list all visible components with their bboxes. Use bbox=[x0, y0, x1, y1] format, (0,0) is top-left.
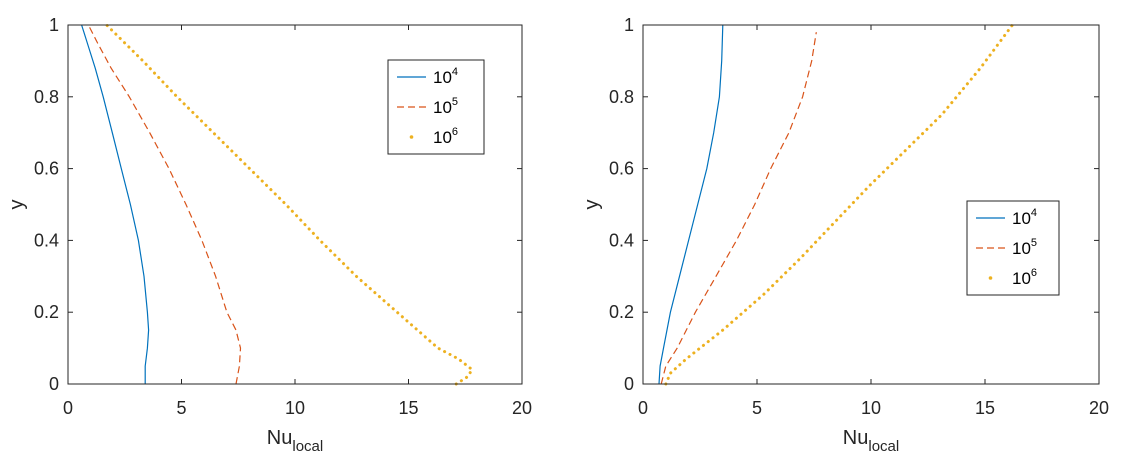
x-tick-label: 5 bbox=[176, 398, 186, 418]
legend-entry-exponent: 5 bbox=[452, 96, 458, 108]
legend-entry-label: 105 bbox=[433, 96, 458, 117]
y-tick-label: 0.4 bbox=[34, 230, 59, 250]
legend-entry-base: 10 bbox=[433, 128, 452, 147]
x-axis-label-main: Nu bbox=[843, 427, 869, 449]
series-line-105 bbox=[87, 24, 242, 385]
legend-entry-label: 106 bbox=[433, 126, 458, 147]
x-tick-label: 10 bbox=[285, 398, 305, 418]
y-axis-label: y bbox=[6, 200, 28, 210]
x-tick-label: 15 bbox=[398, 398, 418, 418]
y-tick-label: 0.6 bbox=[609, 159, 634, 179]
legend-entry-base: 10 bbox=[433, 68, 452, 87]
x-axis-label: Nulocal bbox=[843, 427, 899, 455]
y-tick-label: 1 bbox=[49, 15, 59, 35]
legend-entry-label: 104 bbox=[433, 66, 458, 87]
y-tick-label: 0 bbox=[49, 374, 59, 394]
y-tick-label: 0.2 bbox=[34, 302, 59, 322]
y-tick-label: 0.8 bbox=[609, 87, 634, 107]
legend-marker bbox=[988, 276, 993, 280]
x-tick-label: 20 bbox=[1089, 398, 1109, 418]
series-line-106 bbox=[105, 23, 475, 386]
legend-entry-exponent: 5 bbox=[1031, 237, 1037, 249]
legend-entry-base: 10 bbox=[1012, 269, 1031, 288]
legend-entry-exponent: 4 bbox=[452, 66, 458, 78]
legend-entry-label: 105 bbox=[1012, 237, 1037, 258]
y-tick-label: 0.4 bbox=[609, 230, 634, 250]
x-tick-label: 10 bbox=[861, 398, 881, 418]
x-tick-label: 15 bbox=[975, 398, 995, 418]
x-axis-label: Nulocal bbox=[267, 427, 323, 455]
y-tick-label: 0.2 bbox=[609, 302, 634, 322]
series-line-104 bbox=[81, 24, 150, 384]
x-axis-label-subscript: local bbox=[868, 438, 899, 455]
legend-entry-label: 106 bbox=[1012, 267, 1037, 288]
series-line-106 bbox=[664, 23, 1014, 386]
legend-entry-exponent: 6 bbox=[1031, 267, 1037, 279]
legend-entry-base: 10 bbox=[1012, 239, 1031, 258]
x-tick-label: 0 bbox=[638, 398, 648, 418]
y-tick-label: 0 bbox=[624, 374, 634, 394]
x-tick-label: 5 bbox=[752, 398, 762, 418]
x-axis-label-main: Nu bbox=[267, 427, 293, 449]
series-line-104 bbox=[658, 24, 724, 385]
y-tick-label: 0.6 bbox=[34, 159, 59, 179]
x-axis-label-subscript: local bbox=[292, 438, 323, 455]
y-tick-label: 1 bbox=[624, 15, 634, 35]
legend-entry-exponent: 6 bbox=[452, 126, 458, 138]
x-tick-label: 0 bbox=[63, 398, 73, 418]
series-line-105 bbox=[660, 32, 817, 385]
x-tick-label: 20 bbox=[512, 398, 532, 418]
y-axis-label: y bbox=[581, 200, 603, 210]
legend-marker bbox=[409, 135, 414, 139]
legend-entry-exponent: 4 bbox=[1031, 207, 1037, 219]
legend-entry-label: 104 bbox=[1012, 207, 1037, 228]
y-tick-label: 0.8 bbox=[34, 87, 59, 107]
legend-entry-base: 10 bbox=[1012, 209, 1031, 228]
legend-entry-base: 10 bbox=[433, 98, 452, 117]
